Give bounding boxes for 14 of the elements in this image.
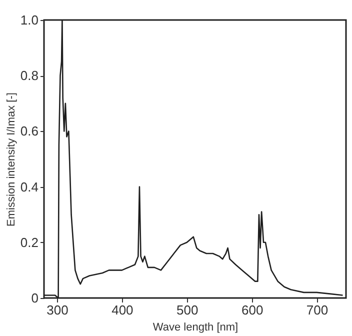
y-tick-label: 0.2 bbox=[20, 234, 38, 250]
x-tick-label: 300 bbox=[46, 302, 68, 318]
y-tick-label: 0.4 bbox=[20, 179, 38, 194]
x-tick-label: 600 bbox=[241, 302, 264, 318]
y-tick-label: 0.6 bbox=[20, 124, 38, 139]
x-tick-label: 700 bbox=[306, 302, 328, 318]
y-tick-label: 0 bbox=[31, 290, 38, 306]
x-axis-title: Wave length [nm] bbox=[152, 322, 238, 334]
y-tick-label: 0.8 bbox=[20, 68, 38, 84]
y-tick-label: 1.0 bbox=[20, 12, 38, 28]
y-axis-title: Emission intensity I/Imax [-] bbox=[5, 92, 18, 226]
line-series bbox=[44, 20, 344, 298]
x-tick-label: 500 bbox=[176, 302, 198, 318]
x-tick-label: 400 bbox=[112, 302, 134, 318]
